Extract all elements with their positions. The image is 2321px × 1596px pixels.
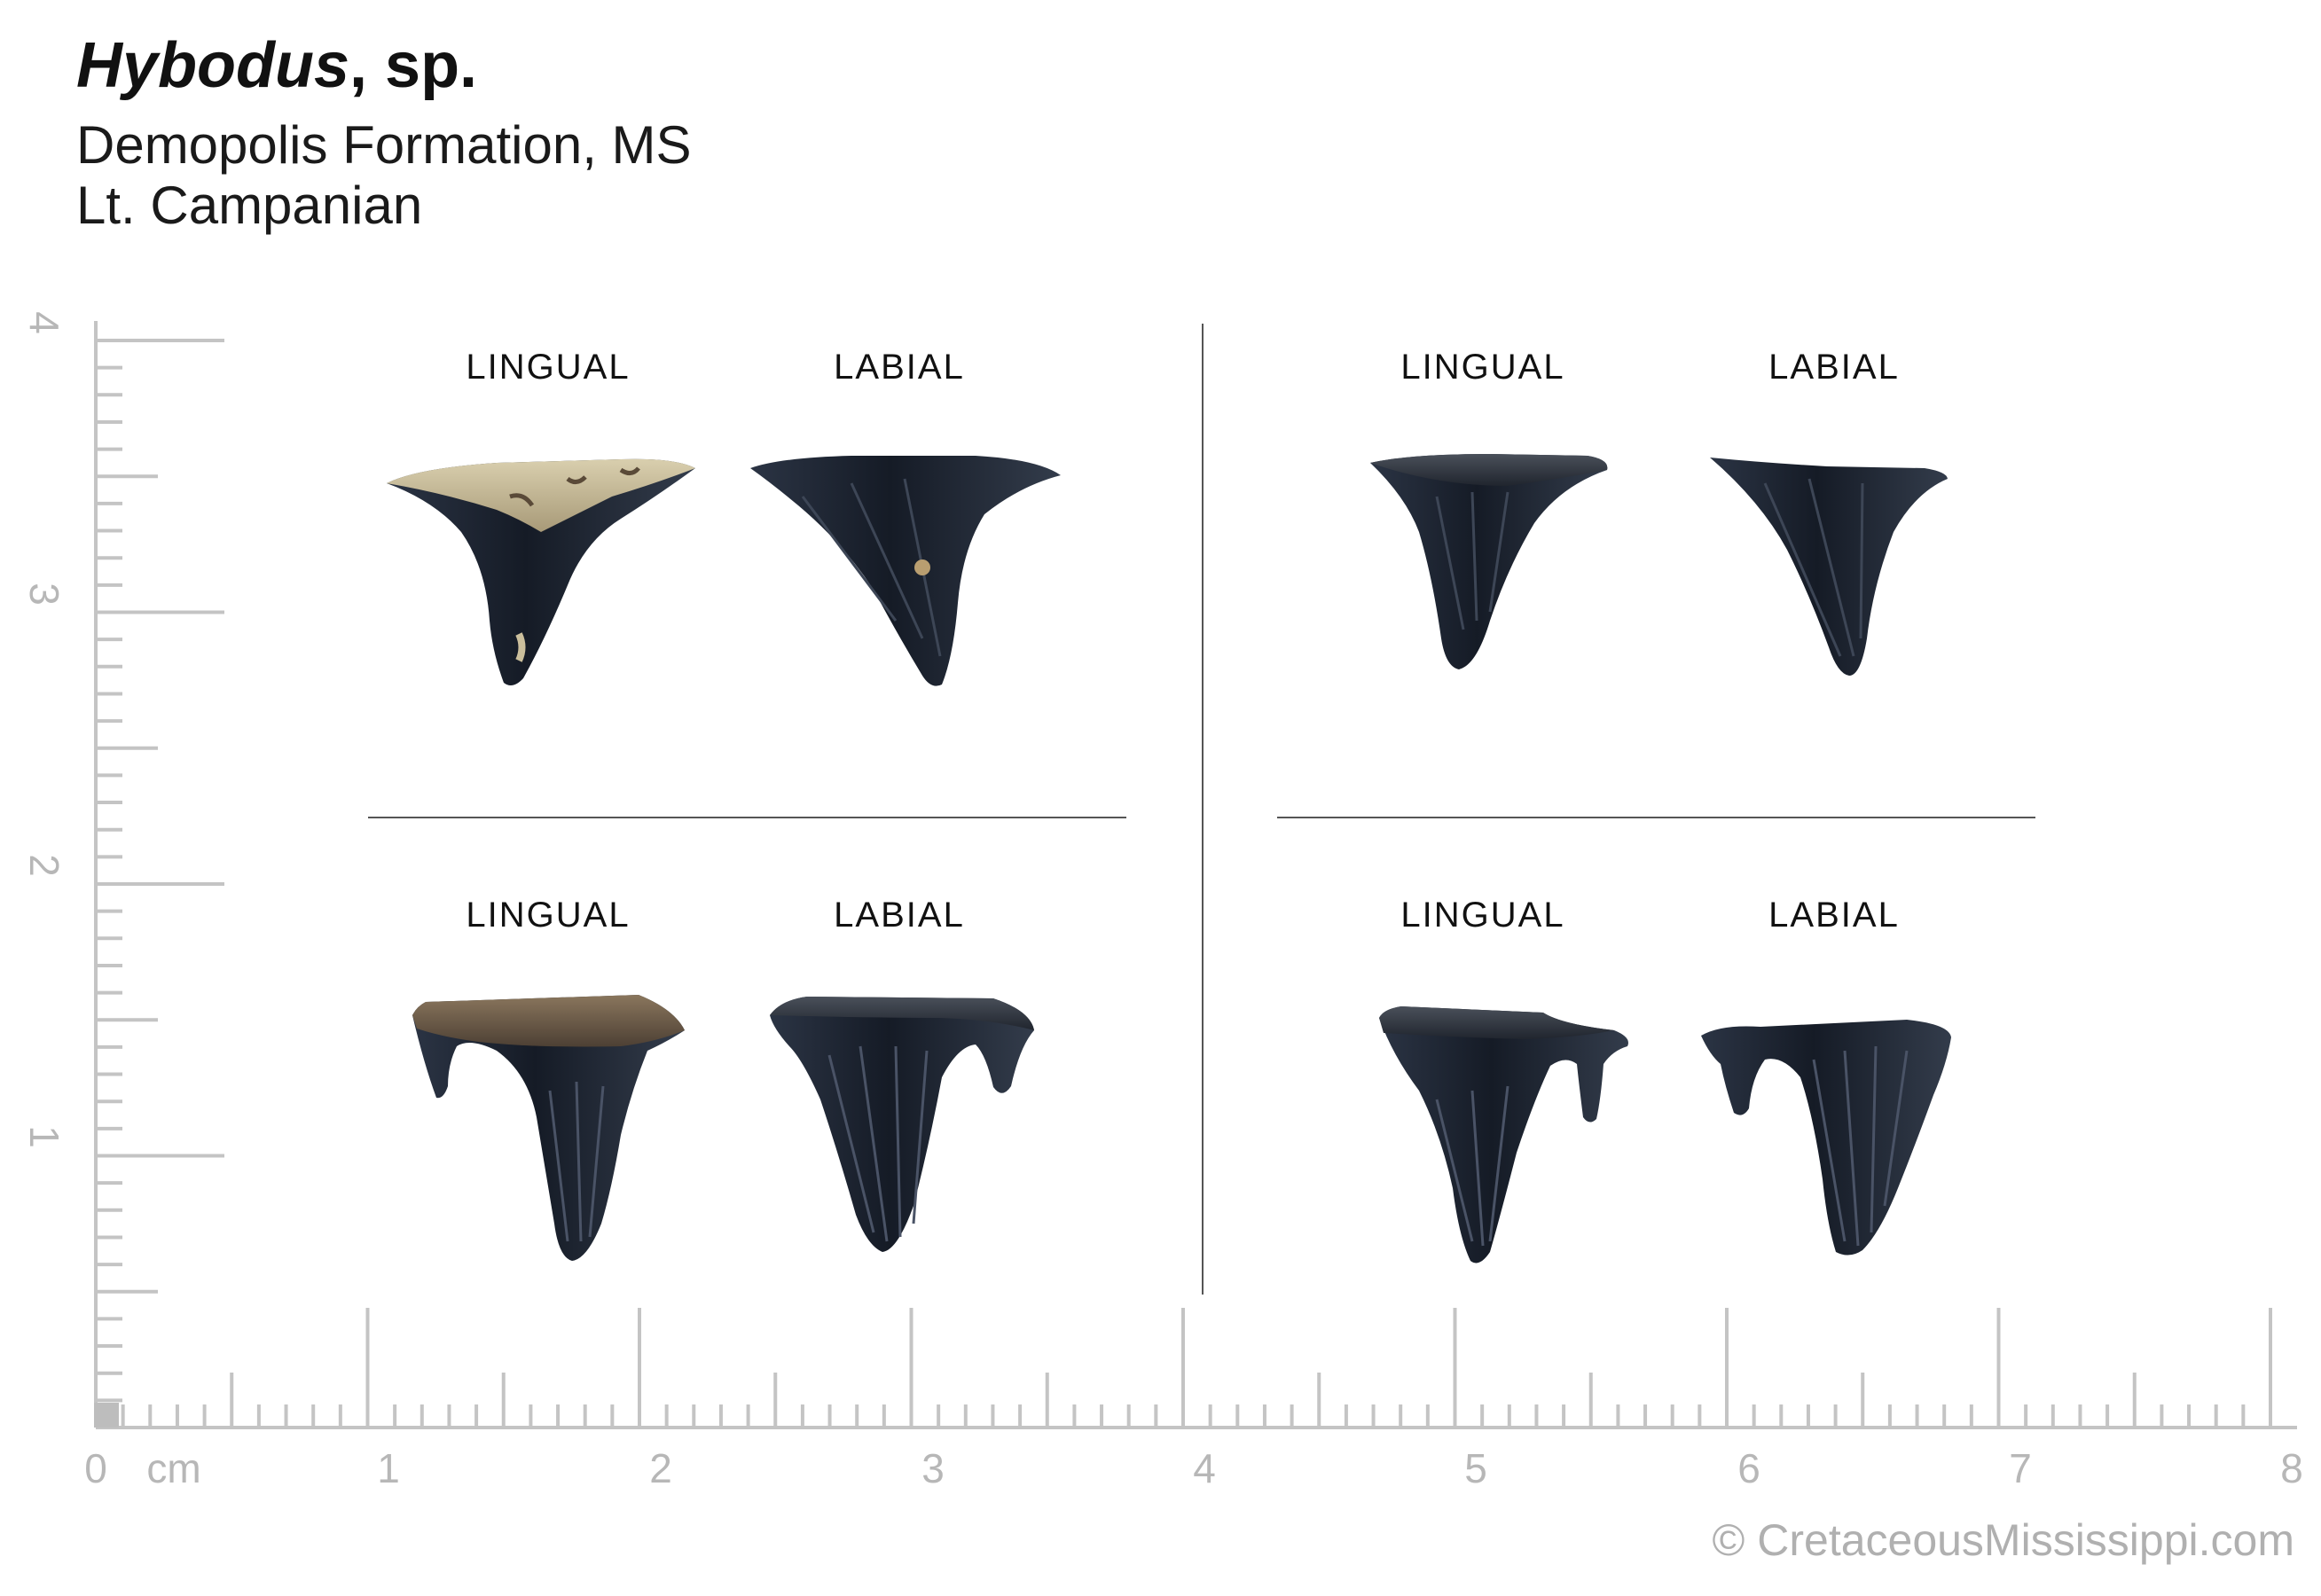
age-subtitle: Lt. Campanian xyxy=(76,176,423,235)
upper-left-lingual-tooth xyxy=(387,458,695,686)
upper-left-labial-label: LABIAL xyxy=(834,348,965,387)
upper-right-labial-label: LABIAL xyxy=(1768,348,1900,387)
lower-left-labial-tooth xyxy=(770,997,1034,1252)
lower-right-lingual-label: LINGUAL xyxy=(1400,896,1564,935)
lower-left-labial-label: LABIAL xyxy=(834,896,965,935)
lower-left-lingual-label: LINGUAL xyxy=(466,896,630,935)
title-genus: Hybodus xyxy=(76,30,350,101)
formation-subtitle: Demopolis Formation, MS xyxy=(76,115,692,175)
upper-left-lingual-label: LINGUAL xyxy=(466,348,630,387)
x-tick-label-1: 1 xyxy=(377,1445,400,1491)
upper-left-labial-tooth xyxy=(750,456,1061,686)
x-tick-label-2: 2 xyxy=(649,1445,672,1491)
y-tick-label-4: 4 xyxy=(21,311,67,334)
y-tick-label-2: 2 xyxy=(21,854,67,877)
scale-ruler-labels: 0 cm 1 2 3 4 5 6 7 8 1 2 3 4 xyxy=(21,311,2303,1491)
lower-right-lingual-tooth xyxy=(1379,1006,1628,1264)
copyright-credit: © CretaceousMississippi.com xyxy=(1712,1515,2294,1565)
lower-left-lingual-tooth xyxy=(412,995,685,1261)
ruler-origin-block xyxy=(94,1403,119,1428)
x-tick-label-7: 7 xyxy=(2009,1445,2032,1491)
title-species: , sp. xyxy=(349,30,478,101)
upper-right-lingual-tooth xyxy=(1370,454,1608,669)
x-tick-label-3: 3 xyxy=(921,1445,945,1491)
scale-ruler xyxy=(94,321,2297,1429)
lower-right-labial-label: LABIAL xyxy=(1768,896,1900,935)
y-tick-label-1: 1 xyxy=(21,1125,67,1148)
x-tick-label-6: 6 xyxy=(1737,1445,1760,1491)
x-tick-label-4: 4 xyxy=(1193,1445,1216,1491)
x-tick-label-0: 0 xyxy=(84,1445,107,1491)
unit-label: cm xyxy=(146,1445,200,1491)
upper-right-lingual-label: LINGUAL xyxy=(1400,348,1564,387)
page-title: Hybodus, sp. xyxy=(76,34,477,98)
x-tick-label-5: 5 xyxy=(1464,1445,1487,1491)
lower-right-labial-tooth xyxy=(1701,1020,1951,1256)
x-tick-label-8: 8 xyxy=(2280,1445,2303,1491)
upper-right-labial-tooth xyxy=(1710,458,1948,676)
y-tick-label-3: 3 xyxy=(21,583,67,606)
